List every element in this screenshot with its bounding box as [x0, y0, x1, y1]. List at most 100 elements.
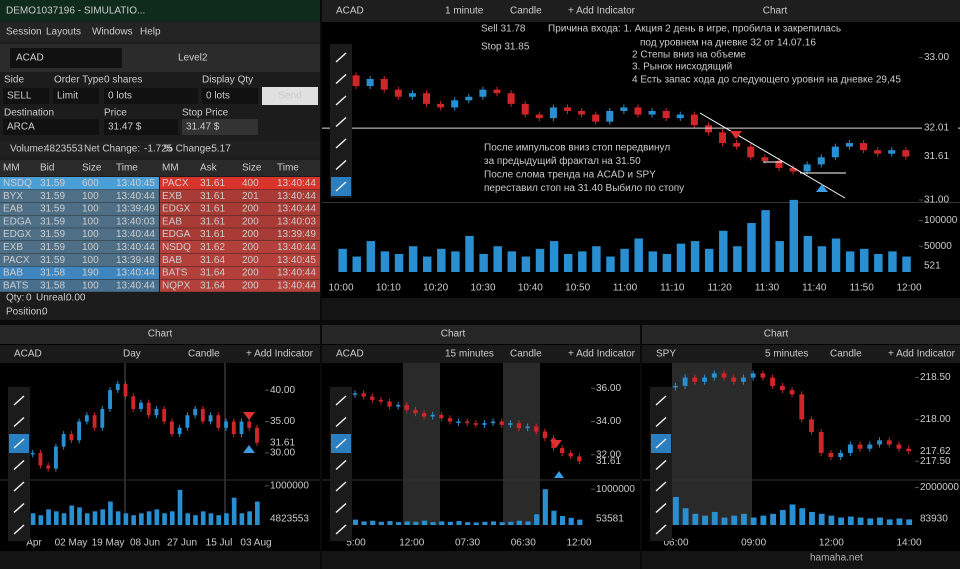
tool-icon [655, 524, 667, 535]
candle [877, 440, 882, 445]
volume-bar [803, 235, 813, 272]
candle [30, 452, 35, 455]
volume-bar [542, 489, 548, 525]
menu-item[interactable]: Help [140, 27, 161, 38]
add-indicator[interactable]: + Add Indicator [568, 6, 636, 17]
volume-bar [516, 520, 523, 525]
volume-bar [733, 246, 742, 272]
volume-bar [421, 520, 428, 525]
input-field[interactable] [182, 119, 258, 135]
interval[interactable]: 1 minute [445, 6, 484, 17]
volume-bar [239, 513, 245, 525]
x-tick-label: 10:10 [376, 283, 401, 294]
menu-item[interactable]: Layouts [46, 27, 81, 38]
volume-bar [902, 256, 911, 272]
form-label: 0 shares [104, 75, 142, 86]
volume-bar [378, 521, 384, 525]
ask-cell: 200 [242, 204, 259, 215]
candle [185, 415, 190, 428]
annotation: Причина входа: 1. Акция 2 день в игре, п… [548, 23, 841, 35]
volume-bar [775, 241, 784, 272]
x-tick-label: 10:00 [328, 283, 353, 294]
form-label: Side [4, 75, 24, 86]
interval[interactable]: Day [123, 349, 141, 360]
trend-line [699, 112, 846, 199]
candle [818, 431, 824, 453]
bid-cell: 13:40:44 [116, 229, 155, 240]
chart-style[interactable]: Candle [830, 349, 862, 360]
input-field[interactable] [104, 119, 178, 135]
input-field[interactable] [104, 88, 198, 104]
candle [193, 408, 198, 416]
stats-bar [0, 141, 320, 157]
menu-item[interactable]: Session [6, 27, 42, 38]
last-price: 217.62 [920, 446, 951, 457]
volume-bar [361, 521, 367, 525]
y-tick-label: 218.00 [920, 414, 951, 425]
form-label: Price [104, 108, 127, 119]
volume-bar [146, 511, 152, 525]
candle [750, 373, 756, 378]
candle [123, 383, 128, 397]
chart-style[interactable]: Candle [510, 349, 542, 360]
symbol[interactable]: SPY [656, 349, 676, 360]
volume-bar [672, 496, 679, 525]
input-field[interactable] [3, 119, 99, 135]
send-button[interactable] [262, 87, 318, 105]
candle [803, 164, 811, 172]
x-tick-label: 06:00 [663, 538, 688, 549]
candle [817, 157, 825, 165]
send-label[interactable]: Send [278, 91, 301, 102]
candle [507, 93, 515, 104]
add-indicator[interactable]: + Add Indicator [888, 349, 956, 360]
candle [838, 452, 844, 458]
candle [592, 114, 600, 122]
symbol[interactable]: ACAD [14, 349, 42, 360]
annotation: 2 Степы вниз на объеме [632, 49, 746, 61]
candle [352, 393, 358, 395]
input-field[interactable] [3, 88, 49, 104]
chart-style[interactable]: Candle [510, 6, 542, 17]
add-indicator[interactable]: + Add Indicator [568, 349, 636, 360]
volume-bar [838, 517, 845, 525]
x-tick-label: 11:10 [660, 283, 685, 294]
volume-bar [779, 510, 786, 525]
candle [255, 427, 259, 443]
candle [857, 444, 863, 449]
symbol[interactable]: ACAD [336, 6, 364, 17]
volume-bar [818, 513, 825, 525]
volume-bar [568, 517, 574, 525]
candle [482, 423, 487, 425]
input-field[interactable] [53, 88, 99, 104]
ask-cell: EDGA [162, 229, 191, 240]
volume-bar [577, 519, 583, 525]
candle [760, 373, 766, 378]
chart-style[interactable]: Candle [188, 349, 220, 360]
window-title: Chart [441, 329, 466, 340]
bid-cell: 13:40:44 [116, 268, 155, 279]
volume-bar [115, 511, 121, 525]
session-shade [403, 363, 440, 525]
label: Qty: [6, 293, 24, 304]
candle [563, 107, 572, 111]
interval[interactable]: 5 minutes [765, 349, 808, 360]
y-tick-label: 218.50 [920, 372, 951, 383]
candle [535, 114, 543, 119]
symbol[interactable]: ACAD [336, 349, 364, 360]
bid-cell: 13:40:44 [116, 242, 155, 253]
candle [809, 419, 814, 432]
candle [366, 78, 374, 87]
interval[interactable]: 15 minutes [445, 349, 494, 360]
add-indicator[interactable]: + Add Indicator [246, 349, 314, 360]
x-tick-label: 02 May [55, 538, 88, 549]
volume-bar [521, 256, 531, 272]
bid-cell: 31.59 [40, 255, 65, 266]
symbol-input[interactable] [10, 48, 122, 68]
menu-item[interactable]: Windows [92, 27, 133, 38]
input-field[interactable] [202, 88, 258, 104]
last-volume: 521 [924, 261, 941, 272]
watermark: hamaha.net [810, 553, 863, 564]
chart-title-bar [322, 325, 640, 344]
bid-cell: BAB [3, 268, 23, 279]
